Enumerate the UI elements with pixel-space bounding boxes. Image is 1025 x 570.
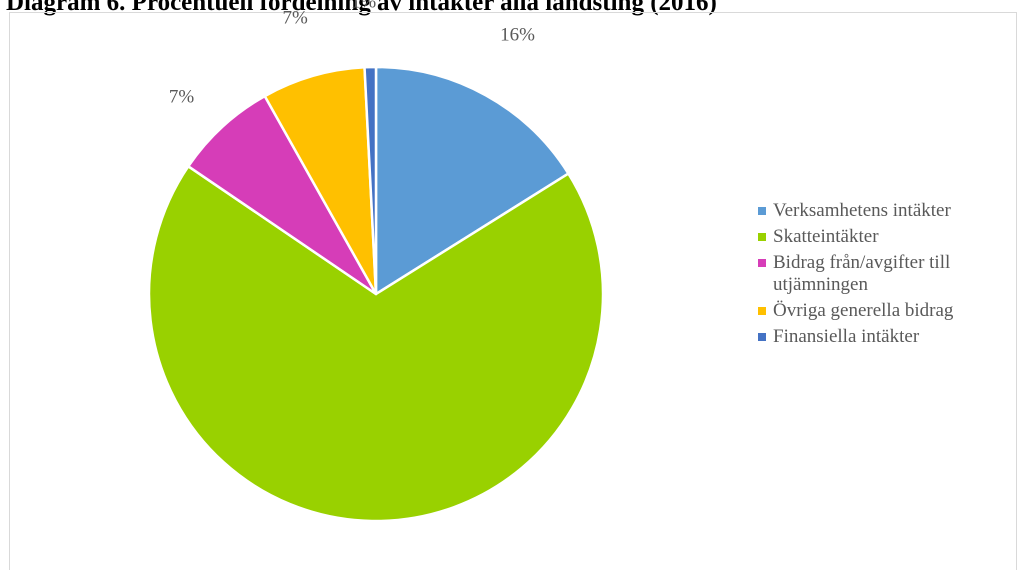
legend-swatch [758, 233, 766, 241]
legend-swatch [758, 207, 766, 215]
pie-data-labels: 16% 68% 7% 7% 1% [169, 0, 535, 570]
pie-slice-ovriga-generella-bidrag [263, 66, 378, 296]
legend-swatch [758, 333, 766, 341]
legend-label: Bidrag från/avgifter till utjämningen [773, 252, 951, 295]
data-label-skatteintakter: 68% [354, 567, 389, 570]
legend-item-finansiella-intakter: Finansiella intäkter [758, 326, 1021, 348]
pie-slice-skatteintakter [147, 165, 605, 523]
chart-frame [9, 12, 1017, 570]
legend-item-ovriga-generella-bidrag: Övriga generella bidrag [758, 300, 1021, 322]
pie-slice-verksamhetens-intakter [374, 65, 570, 296]
legend-swatch [758, 259, 766, 267]
data-label-bidrag-fran-avgifter-till-utjamningen: 7% [169, 87, 195, 108]
legend-label: Övriga generella bidrag [773, 300, 954, 321]
legend-item-verksamhetens-intakter: Verksamhetens intäkter [758, 200, 1021, 222]
legend-swatch [758, 307, 766, 315]
legend-label: Verksamhetens intäkter [773, 200, 951, 221]
chart-legend: Verksamhetens intäkter Skatteintäkter Bidr… [758, 200, 1018, 352]
legend-label: Skatteintäkter [773, 226, 879, 247]
legend-label: Finansiella intäkter [773, 326, 920, 347]
data-label-finansiella-intakter: 1% [351, 0, 377, 12]
legend-item-bidrag-fran-avgifter-till-utjamningen: Bidrag från/avgifter till utjämningen [758, 252, 1021, 296]
data-label-ovriga-generella-bidrag: 7% [283, 7, 309, 28]
pie-slice-finansiella-intakter [363, 65, 378, 296]
data-label-verksamhetens-intakter: 16% [500, 24, 535, 45]
pie-slices [147, 65, 605, 523]
pie-slice-bidrag-fran-avgifter-till-utjamningen [187, 94, 378, 296]
legend-item-skatteintakter: Skatteintäkter [758, 226, 1021, 248]
